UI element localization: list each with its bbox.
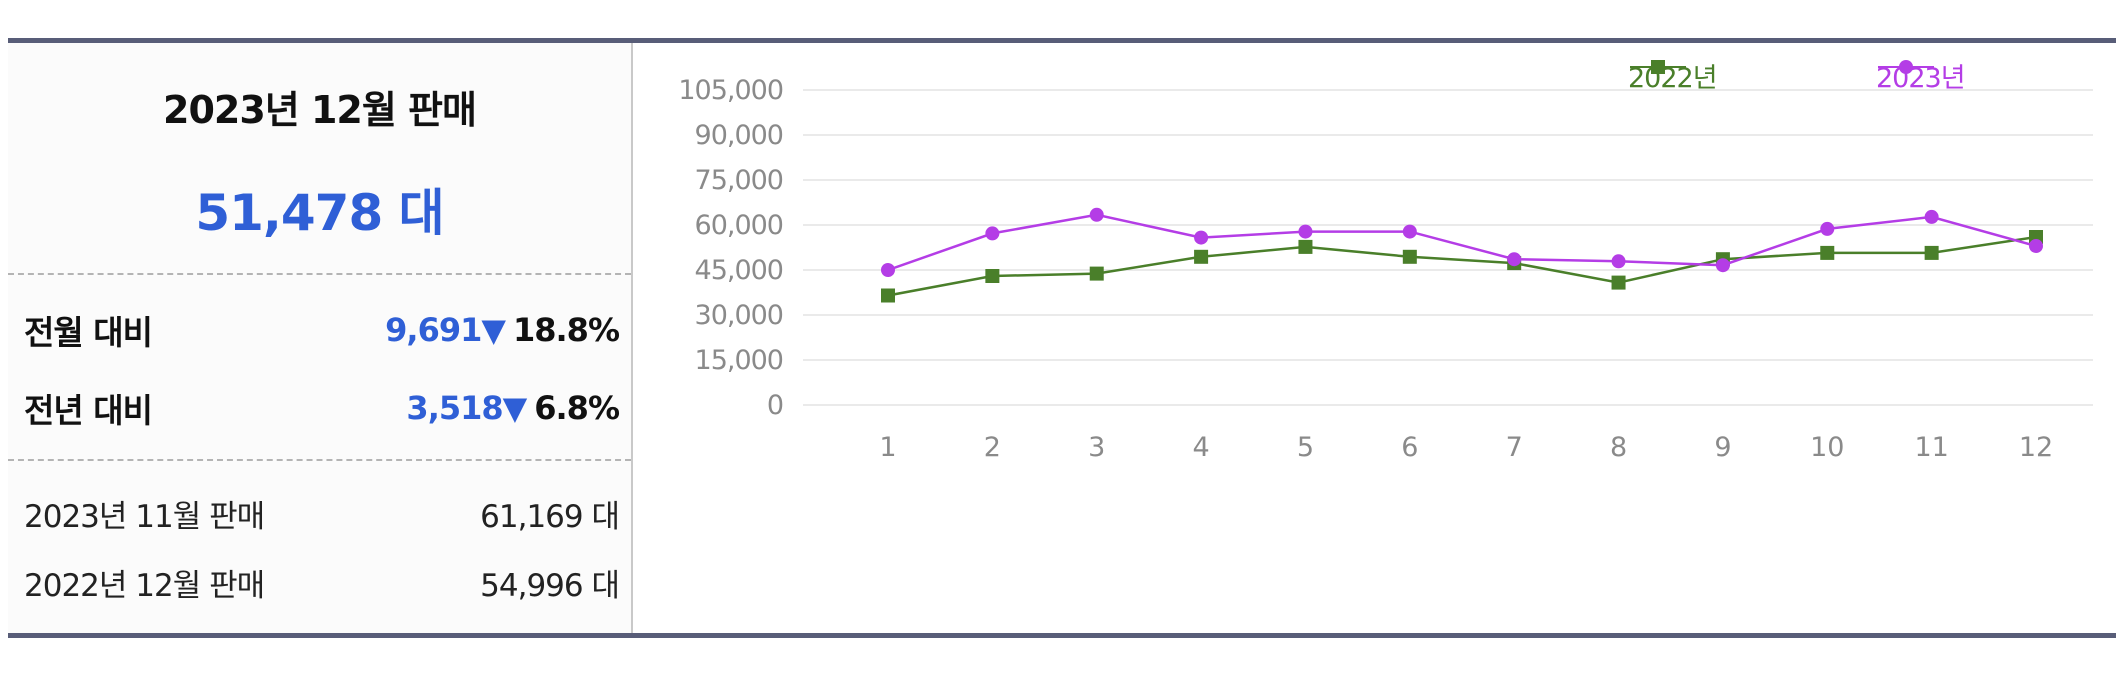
y-tick-label: 30,000 — [695, 300, 783, 331]
data-point-2023년 — [985, 226, 1000, 241]
legend-line-square-icon — [1630, 60, 1686, 74]
divider — [8, 273, 631, 275]
x-tick-label: 7 — [1506, 432, 1523, 463]
data-point-2022년 — [1298, 239, 1313, 254]
x-tick-label: 4 — [1192, 432, 1209, 463]
summary-title: 2023년 12월 판매 — [163, 88, 477, 132]
x-tick-label: 3 — [1088, 432, 1105, 463]
data-point-2022년 — [1194, 249, 1209, 264]
data-point-2023년 — [1611, 254, 1626, 269]
mom-label: 전월 대비 — [24, 313, 153, 352]
summary-card: 2023년 12월 판매 51,478 대 전월 대비 9,691▼ 18.8% … — [8, 43, 633, 633]
data-point-2022년 — [1924, 245, 1939, 260]
divider — [8, 459, 631, 461]
data-point-2022년 — [1402, 249, 1417, 264]
data-point-2023년 — [2029, 239, 2043, 253]
x-tick-label: 10 — [1810, 432, 1844, 463]
y-tick-label: 0 — [767, 390, 783, 421]
legend-line-circle-icon — [1878, 60, 1934, 74]
y-tick-label: 105,000 — [678, 75, 783, 106]
data-point-2023년 — [1715, 258, 1730, 273]
series-line-2022년 — [887, 235, 2037, 297]
data-point-2022년 — [1611, 275, 1626, 290]
monthly-sales-chart: 0 15,000 30,000 45,000 60,000 75,000 90,000 105… — [633, 43, 2116, 633]
x-tick-label: 11 — [1914, 432, 1948, 463]
prev-month-value: 61,169 대 — [480, 498, 620, 535]
data-point-2023년 — [1089, 207, 1104, 222]
mom-value: 9,691▼ 18.8% — [385, 311, 620, 349]
y-tick-label: 60,000 — [695, 210, 783, 241]
mom-row: 전월 대비 9,691▼ 18.8% — [24, 305, 620, 355]
sales-summary-panel: 2023년 12월 판매 51,478 대 전월 대비 9,691▼ 18.8% … — [8, 38, 2116, 638]
data-point-2023년 — [1298, 224, 1313, 239]
legend-item-2022: 2022년 — [1628, 55, 1718, 95]
x-tick-label: 8 — [1610, 432, 1627, 463]
y-tick-label: 75,000 — [695, 165, 783, 196]
yoy-diff: 3,518 — [406, 389, 503, 427]
data-point-2022년 — [1820, 245, 1835, 260]
yoy-row: 전년 대비 3,518▼ 6.8% — [24, 383, 620, 433]
x-tick-label: 5 — [1297, 432, 1314, 463]
down-arrow-icon: ▼ — [502, 389, 528, 427]
y-tick-label: 45,000 — [695, 255, 783, 286]
data-point-2023년 — [1194, 230, 1209, 245]
data-point-2023년 — [1507, 252, 1522, 267]
data-point-2023년 — [1402, 224, 1417, 239]
x-tick-label: 12 — [2019, 432, 2053, 463]
mom-percent: 18.8% — [512, 311, 620, 349]
data-point-2023년 — [1924, 209, 1939, 224]
prev-month-label: 2023년 11월 판매 — [24, 498, 265, 535]
legend-item-2023: 2023년 — [1876, 55, 1966, 95]
prev-year-label: 2022년 12월 판매 — [24, 567, 265, 604]
prev-year-row: 2022년 12월 판매 54,996 대 — [24, 557, 620, 607]
data-point-2022년 — [881, 288, 895, 303]
y-tick-label: 90,000 — [695, 120, 783, 151]
x-tick-label: 6 — [1401, 432, 1418, 463]
y-tick-label: 15,000 — [695, 345, 783, 376]
data-point-2023년 — [1820, 221, 1835, 236]
x-tick-label: 1 — [879, 432, 896, 463]
prev-year-value: 54,996 대 — [480, 567, 620, 604]
series-line-2023년 — [887, 213, 2037, 272]
prev-month-row: 2023년 11월 판매 61,169 대 — [24, 488, 620, 538]
data-point-2022년 — [1089, 266, 1104, 281]
x-tick-label: 9 — [1714, 432, 1731, 463]
down-arrow-icon: ▼ — [481, 311, 506, 349]
yoy-percent: 6.8% — [534, 389, 620, 427]
mom-diff: 9,691 — [385, 311, 482, 349]
line-chart-svg: 015,00030,00045,00060,00075,00090,000105… — [678, 75, 2093, 463]
x-tick-label: 2 — [984, 432, 1001, 463]
yoy-label: 전년 대비 — [24, 391, 153, 430]
yoy-value: 3,518▼ 6.8% — [406, 389, 620, 427]
data-point-2023년 — [881, 263, 895, 277]
summary-total: 51,478 대 — [195, 184, 444, 242]
data-point-2022년 — [985, 269, 1000, 283]
